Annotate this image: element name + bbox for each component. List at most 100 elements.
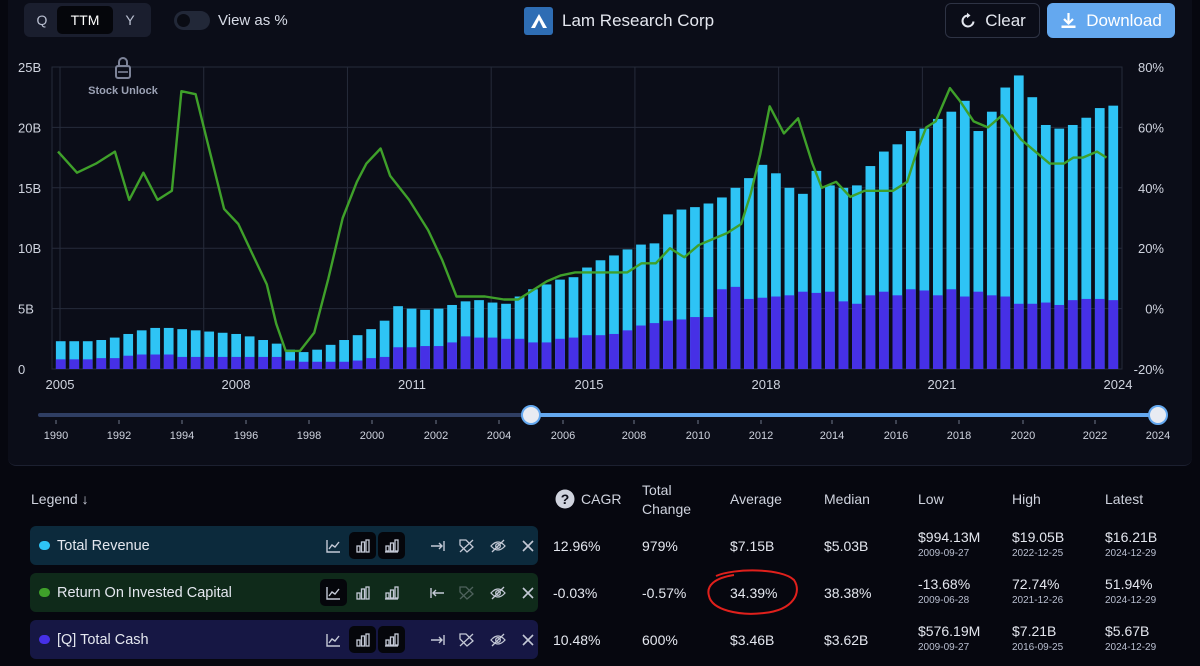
label-off-icon[interactable] <box>453 532 480 559</box>
stacked-bar-icon[interactable] <box>378 532 405 559</box>
refresh-icon <box>961 12 975 27</box>
company-logo-icon <box>524 7 553 35</box>
hide-icon[interactable] <box>484 579 511 606</box>
revenue-bar <box>1054 128 1065 369</box>
revenue-bar <box>622 249 633 369</box>
revenue-bar <box>325 344 336 369</box>
total-cash-bar <box>932 295 943 369</box>
total-cash-bar <box>595 335 606 369</box>
axis-right-icon[interactable] <box>424 626 451 653</box>
revenue-bar <box>433 308 444 369</box>
revenue-bar <box>1013 75 1024 370</box>
total-cash-bar <box>838 301 849 369</box>
range-handle-end[interactable] <box>1148 405 1168 425</box>
total-cash-bar <box>1013 303 1024 369</box>
legend-row[interactable]: Total Revenue <box>30 526 538 565</box>
total-cash-bar <box>298 361 309 369</box>
range-tick-label: 1998 <box>297 430 321 442</box>
revenue-bar <box>649 243 660 369</box>
chart-svg: 0 5B 10B 15B 20B 25B -20% 0% 20% 40% 60% 80% 2005 200… <box>18 57 1170 442</box>
total-cash-bar <box>1054 304 1065 369</box>
revenue-bar <box>312 349 322 369</box>
total-cash-bar <box>1094 298 1105 369</box>
clear-button[interactable]: Clear <box>945 3 1040 38</box>
y-left-tick-label: 20B <box>18 120 41 135</box>
total-cash-bar <box>271 356 282 369</box>
download-icon <box>1061 13 1076 28</box>
revenue-bar <box>231 333 242 369</box>
y-right-tick-label: -20% <box>1134 362 1165 377</box>
period-y-button[interactable]: Y <box>125 12 135 28</box>
latest-value: $16.21B <box>1105 529 1158 545</box>
total-cash-bar <box>379 356 390 369</box>
range-tick-label: 2008 <box>622 430 646 442</box>
axis-left-icon[interactable] <box>424 579 451 606</box>
total-cash-bar <box>96 358 107 369</box>
bar-chart-icon[interactable] <box>349 626 376 653</box>
total-cash-bar <box>204 356 215 369</box>
total-cash-bar <box>460 336 471 369</box>
revenue-bar <box>892 144 903 369</box>
watermark-text: Stock Unlock <box>88 85 159 97</box>
revenue-bar <box>973 131 984 369</box>
revenue-bar <box>959 100 970 369</box>
help-icon[interactable]: ? <box>555 489 575 512</box>
close-icon[interactable] <box>514 532 541 559</box>
total-cash-bar <box>649 323 660 369</box>
period-ttm-button[interactable]: TTM <box>57 6 113 34</box>
total-cash-bar <box>406 347 417 369</box>
total-cash-bar <box>150 354 161 369</box>
clear-label: Clear <box>985 10 1026 30</box>
legend-row[interactable]: Return On Invested Capital <box>30 573 538 612</box>
y-left-tick-label: 15B <box>18 181 41 196</box>
total-cash-bar <box>352 360 363 369</box>
range-tick-label: 2016 <box>884 430 908 442</box>
axis-right-icon[interactable] <box>424 532 451 559</box>
stacked-bar-icon[interactable] <box>378 626 405 653</box>
range-handle-start[interactable] <box>521 405 541 425</box>
hide-icon[interactable] <box>484 626 511 653</box>
bar-chart-icon[interactable] <box>349 579 376 606</box>
revenue-bar <box>474 300 484 369</box>
median-value: $5.03B <box>824 538 869 554</box>
total-cash-bar <box>879 291 889 369</box>
revenue-bar <box>730 187 741 369</box>
total-cash-bar <box>366 358 376 369</box>
cagr-value: 12.96% <box>553 538 601 554</box>
line-chart-icon[interactable] <box>320 532 347 559</box>
total-change-value: 600% <box>642 632 678 648</box>
y-left-tick-label: 25B <box>18 60 41 75</box>
legend-title[interactable]: Legend ↓ <box>31 491 89 507</box>
total-cash-bar <box>501 338 511 369</box>
download-button[interactable]: Download <box>1047 3 1175 38</box>
low-date: 2009-09-27 <box>918 642 970 653</box>
revenue-bar <box>568 277 579 369</box>
total-cash-bar <box>528 342 538 369</box>
stacked-bar-icon[interactable] <box>378 579 405 606</box>
total-cash-bar <box>771 296 781 369</box>
revenue-bar <box>771 173 781 369</box>
low-value: -13.68% <box>918 576 971 592</box>
period-q-button[interactable]: Q <box>36 12 48 28</box>
revenue-bar <box>123 333 134 369</box>
series-color-dot <box>39 588 50 597</box>
range-tick-label: 1992 <box>107 430 131 442</box>
download-label: Download <box>1086 10 1162 30</box>
bar-chart-icon[interactable] <box>349 532 376 559</box>
close-icon[interactable] <box>514 626 541 653</box>
legend-row[interactable]: [Q] Total Cash <box>30 620 538 659</box>
hide-icon[interactable] <box>484 532 511 559</box>
revenue-bar <box>406 308 417 369</box>
total-cash-bar <box>609 333 619 369</box>
label-off-icon[interactable] <box>453 579 480 606</box>
revenue-bar <box>109 337 120 369</box>
line-chart-icon[interactable] <box>320 626 347 653</box>
range-tick-label: 2004 <box>487 430 511 442</box>
close-icon[interactable] <box>514 579 541 606</box>
range-tick-label: 1994 <box>170 430 194 442</box>
revenue-bar <box>258 340 269 369</box>
line-chart-icon[interactable] <box>320 579 347 606</box>
label-off-icon[interactable] <box>453 626 480 653</box>
total-cash-bar <box>784 295 795 369</box>
view-as-percent-toggle[interactable] <box>174 11 210 30</box>
